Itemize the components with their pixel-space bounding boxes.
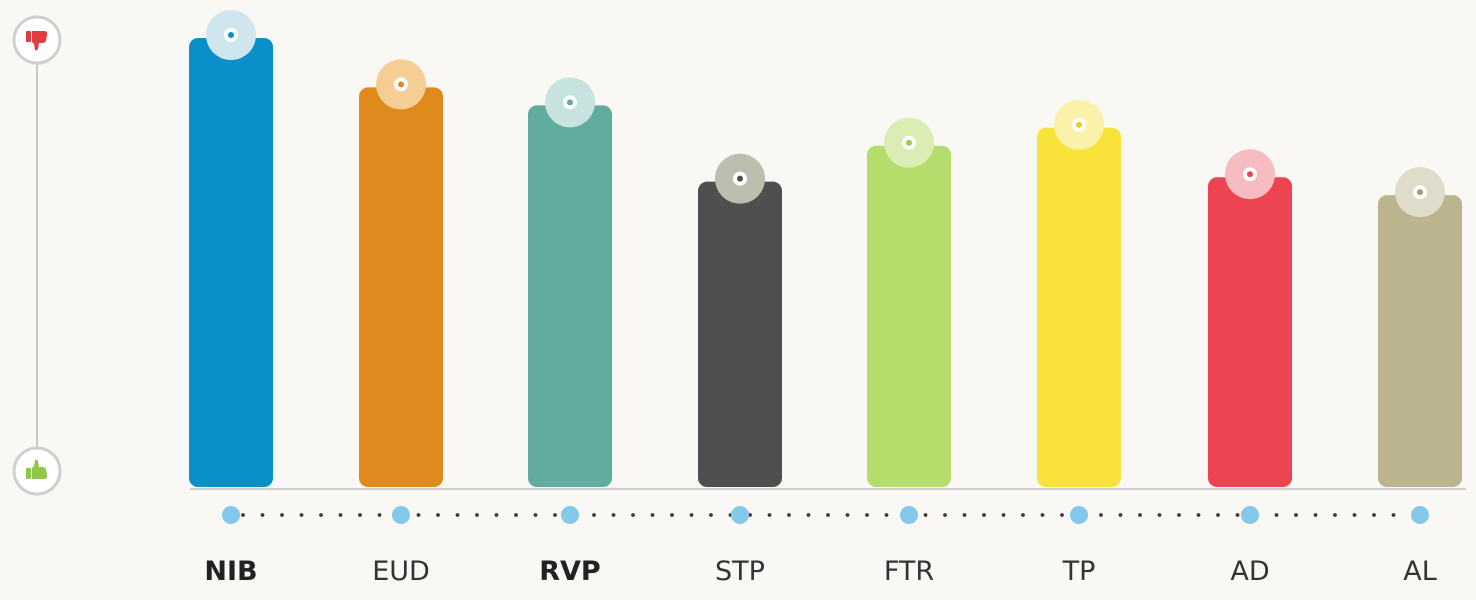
leader-dot	[943, 513, 947, 517]
leader-dot	[670, 513, 674, 517]
leader-dot	[553, 513, 557, 517]
leader-dot	[592, 513, 596, 517]
tick-label-al: AL	[1403, 556, 1437, 587]
leader-dot	[475, 513, 479, 517]
leader-dot	[1333, 513, 1337, 517]
leader-dot	[787, 513, 791, 517]
leader-dot	[748, 513, 752, 517]
leader-dot	[260, 513, 265, 517]
bar-rvp[interactable]	[528, 105, 612, 487]
leader-dot	[1021, 513, 1025, 517]
leader-dot	[1060, 513, 1064, 517]
leader-dot	[1274, 513, 1279, 517]
leader-dot	[1313, 513, 1318, 517]
marker-rvp[interactable]	[545, 77, 595, 128]
axis-dot-nib	[222, 506, 240, 524]
leader-dot	[416, 513, 421, 517]
leader-dot	[1040, 513, 1045, 517]
leader-dot	[1099, 513, 1103, 517]
tick-label-ad: AD	[1230, 556, 1269, 587]
leader-dot	[962, 513, 967, 517]
axis-dot-eud	[392, 506, 410, 524]
leader-dot	[358, 513, 362, 517]
marker-ftr[interactable]	[884, 117, 934, 168]
leader-dot	[982, 513, 986, 517]
tick-label-stp: STP	[715, 556, 765, 587]
x-axis-tick-labels: NIB EUD RVP STP FTR TP AD AL	[204, 556, 1436, 587]
leader-dot	[1138, 513, 1142, 517]
bar-nib[interactable]	[189, 38, 273, 487]
tick-label-eud: EUD	[372, 556, 430, 587]
leader-dot	[631, 513, 635, 517]
x-axis-dotted-leader	[241, 513, 1396, 517]
marker-ad[interactable]	[1225, 149, 1275, 200]
tick-label-ftr: FTR	[884, 556, 934, 587]
bar-ad[interactable]	[1208, 177, 1292, 487]
leader-dot	[436, 513, 440, 517]
axis-dot-rvp	[561, 506, 579, 524]
tick-label-tp: TP	[1062, 556, 1096, 587]
leader-dot	[494, 513, 499, 517]
bar-stp[interactable]	[698, 181, 782, 487]
x-axis-category-dots	[222, 506, 1429, 524]
leader-dot	[1196, 513, 1201, 517]
leader-dot	[1294, 513, 1298, 517]
leader-dot	[299, 513, 304, 517]
leader-dot	[1157, 513, 1162, 517]
bar-eud[interactable]	[359, 87, 443, 487]
leader-dot	[1352, 513, 1357, 517]
marker-nib[interactable]	[206, 10, 256, 60]
thumbs-up-icon	[12, 446, 62, 496]
marker-al[interactable]	[1395, 167, 1445, 218]
bars-group	[189, 10, 1462, 488]
leader-dot	[1001, 513, 1006, 517]
leader-dot	[1118, 513, 1123, 517]
marker-tp[interactable]	[1054, 99, 1104, 150]
leader-dot	[377, 513, 382, 517]
leader-dot	[280, 513, 284, 517]
leader-dot	[806, 513, 811, 517]
tick-label-rvp: RVP	[539, 556, 600, 587]
leader-dot	[338, 513, 343, 517]
axis-dot-ftr	[900, 506, 918, 524]
leader-dot	[845, 513, 850, 517]
marker-stp[interactable]	[715, 153, 765, 204]
leader-dot	[514, 513, 518, 517]
bar-al[interactable]	[1378, 195, 1462, 487]
leader-dot	[865, 513, 869, 517]
tick-label-nib: NIB	[204, 556, 257, 587]
leader-dot	[689, 513, 694, 517]
leader-dot	[611, 513, 616, 517]
leader-dot	[533, 513, 538, 517]
marker-eud[interactable]	[376, 59, 426, 110]
axis-dot-al	[1411, 506, 1429, 524]
axis-dot-ad	[1241, 506, 1259, 524]
leader-dot	[319, 513, 323, 517]
leader-dot	[1372, 513, 1376, 517]
axis-dot-tp	[1070, 506, 1088, 524]
leader-dot	[1216, 513, 1220, 517]
leader-dot	[884, 513, 889, 517]
leader-dot	[923, 513, 928, 517]
bar-tp[interactable]	[1037, 127, 1121, 488]
rating-scale	[12, 15, 62, 496]
leader-dot	[709, 513, 713, 517]
thumbs-down-icon	[12, 15, 62, 65]
axis-dot-stp	[731, 506, 749, 524]
leader-dot	[1235, 513, 1240, 517]
leader-dot	[241, 513, 245, 517]
leader-dot	[455, 513, 460, 517]
leader-dot	[1391, 513, 1396, 517]
leader-dot	[767, 513, 772, 517]
bar-ftr[interactable]	[867, 145, 951, 487]
leader-dot	[650, 513, 655, 517]
leader-dot	[1177, 513, 1181, 517]
leader-dot	[826, 513, 830, 517]
